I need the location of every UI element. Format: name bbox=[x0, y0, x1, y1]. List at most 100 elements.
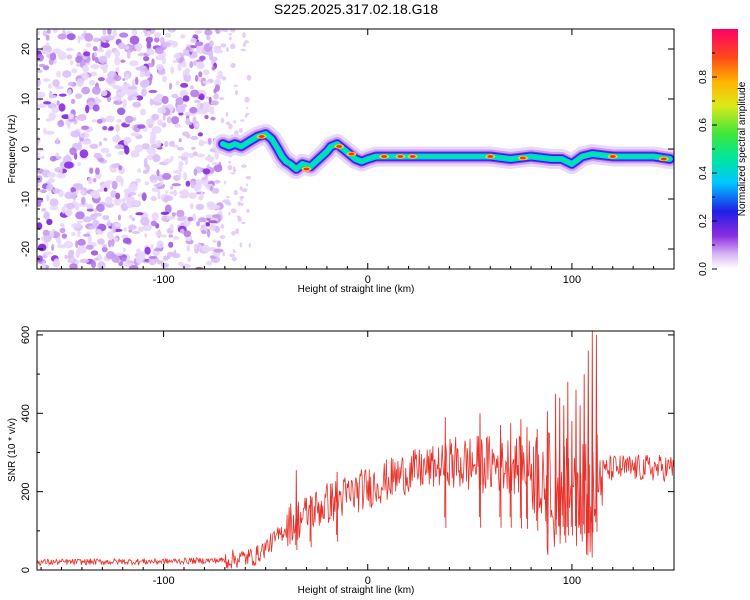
noise-blob bbox=[114, 49, 120, 58]
snr-spike bbox=[587, 350, 590, 534]
noise-blob bbox=[94, 97, 99, 102]
colorbar-tick-label: 0.2 bbox=[698, 214, 709, 228]
noise-blob bbox=[190, 89, 200, 98]
snr-spike bbox=[574, 389, 578, 535]
noise-blob bbox=[84, 33, 94, 42]
noise-blob bbox=[211, 187, 220, 194]
noise-blob bbox=[64, 254, 69, 260]
noise-blob bbox=[172, 59, 178, 64]
noise-blob bbox=[157, 69, 166, 76]
noise-blob bbox=[37, 182, 40, 188]
noise-blob bbox=[42, 78, 51, 82]
noise-blob bbox=[90, 260, 97, 269]
noise-blob bbox=[149, 98, 154, 106]
noise-blob bbox=[208, 96, 212, 103]
colorbar-tick-label: 0.4 bbox=[698, 166, 709, 180]
noise-blob bbox=[175, 80, 180, 86]
noise-blob bbox=[168, 234, 173, 238]
noise-blob bbox=[115, 192, 121, 200]
noise-blob bbox=[75, 249, 80, 259]
noise-blob bbox=[81, 196, 86, 205]
noise-blob bbox=[169, 29, 174, 32]
noise-blob bbox=[52, 188, 61, 194]
noise-blob bbox=[195, 203, 205, 211]
noise-blob bbox=[131, 217, 136, 222]
noise-blob bbox=[159, 36, 165, 45]
noise-blob bbox=[242, 188, 248, 193]
noise-blob bbox=[229, 29, 236, 33]
noise-blob bbox=[69, 263, 78, 269]
noise-blob bbox=[72, 183, 83, 189]
ridge-hotspot-core bbox=[609, 155, 616, 158]
noise-blob bbox=[67, 88, 72, 96]
noise-blob bbox=[45, 130, 55, 135]
noise-blob bbox=[101, 246, 108, 253]
noise-blob bbox=[219, 235, 226, 239]
noise-blob bbox=[91, 119, 98, 123]
noise-blob bbox=[42, 229, 50, 237]
noise-blob bbox=[134, 43, 143, 51]
noise-blob bbox=[146, 146, 156, 155]
noise-blob bbox=[105, 115, 115, 123]
noise-blob bbox=[43, 235, 52, 243]
noise-blob bbox=[237, 201, 242, 207]
noise-blob bbox=[226, 111, 229, 118]
snr-y-axis-label: SNR (10 * v/v) bbox=[7, 418, 18, 482]
snr-spike bbox=[579, 405, 582, 535]
noise-blob bbox=[115, 123, 121, 133]
noise-blob bbox=[137, 168, 142, 174]
noise-blob bbox=[169, 140, 175, 147]
noise-blob bbox=[170, 66, 175, 75]
noise-blob bbox=[75, 93, 83, 99]
noise-blob bbox=[186, 245, 191, 252]
noise-blob bbox=[194, 30, 203, 34]
noise-blob bbox=[58, 103, 66, 112]
noise-blob bbox=[70, 186, 77, 193]
noise-blob bbox=[202, 80, 211, 84]
noise-blob bbox=[144, 181, 150, 186]
noise-blob bbox=[96, 203, 105, 212]
noise-blob bbox=[178, 163, 183, 173]
ridge-hotspot-core bbox=[336, 145, 343, 148]
noise-blob bbox=[82, 216, 92, 223]
noise-blob bbox=[69, 59, 74, 66]
noise-blob bbox=[213, 93, 219, 100]
snr-background bbox=[37, 331, 674, 570]
noise-blob bbox=[204, 114, 209, 120]
noise-blob bbox=[118, 150, 125, 156]
noise-blob bbox=[128, 192, 137, 196]
noise-blob bbox=[117, 107, 126, 116]
noise-blob bbox=[161, 56, 166, 65]
noise-blob bbox=[210, 204, 221, 210]
noise-blob bbox=[82, 65, 89, 73]
snr-spike bbox=[583, 374, 586, 534]
noise-blob bbox=[112, 225, 116, 234]
noise-blob bbox=[61, 114, 70, 120]
noise-blob bbox=[143, 213, 148, 218]
noise-blob bbox=[100, 42, 110, 48]
noise-blob bbox=[51, 107, 59, 114]
spectrogram-noise bbox=[37, 29, 253, 269]
noise-blob bbox=[236, 215, 240, 218]
snr-spike bbox=[595, 334, 598, 532]
noise-blob bbox=[70, 232, 76, 236]
noise-blob bbox=[113, 74, 122, 82]
noise-blob bbox=[193, 168, 198, 176]
colorbar-tick-label: 0.8 bbox=[698, 70, 709, 84]
noise-blob bbox=[204, 29, 213, 36]
noise-blob bbox=[112, 29, 118, 38]
noise-blob bbox=[228, 212, 231, 216]
noise-blob bbox=[37, 69, 43, 73]
noise-blob bbox=[41, 262, 46, 269]
y-tick-label: 600 bbox=[20, 326, 32, 344]
noise-blob bbox=[154, 47, 164, 55]
noise-blob bbox=[132, 230, 140, 235]
noise-blob bbox=[181, 152, 190, 158]
noise-blob bbox=[46, 194, 50, 202]
noise-blob bbox=[244, 96, 250, 103]
noise-blob bbox=[195, 74, 199, 82]
noise-blob bbox=[53, 258, 61, 267]
noise-blob bbox=[128, 229, 133, 233]
noise-blob bbox=[156, 240, 164, 250]
noise-blob bbox=[205, 214, 213, 219]
